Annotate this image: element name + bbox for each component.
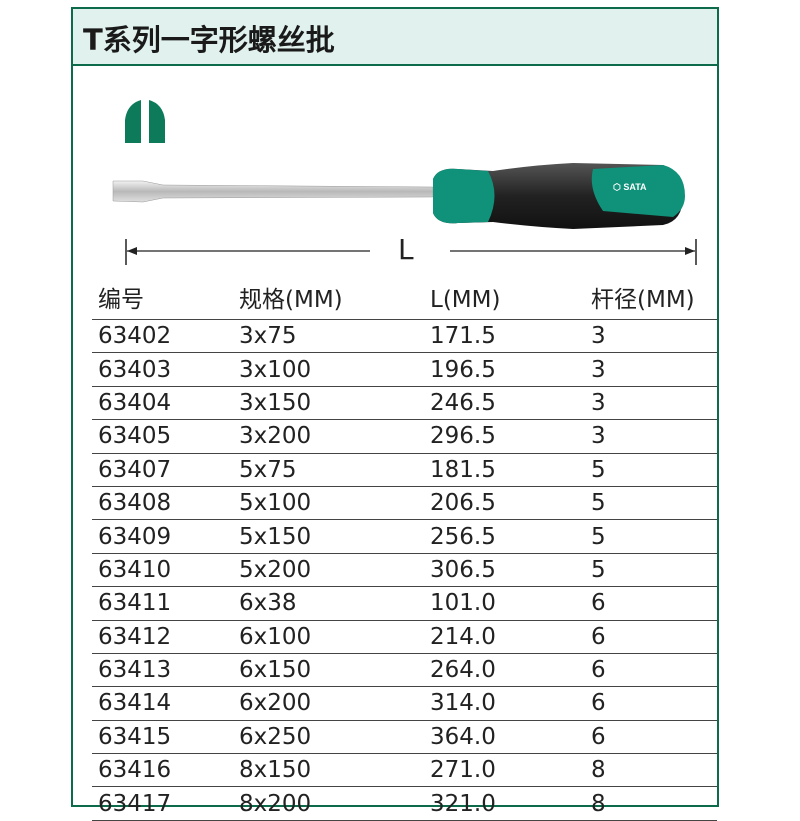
table-cell: 63411 <box>92 586 233 621</box>
table-row: 63402 3x75 171.5 3 <box>92 319 717 354</box>
table-row: 63417 8x200 321.0 8 <box>92 786 717 821</box>
table-cell: 3 <box>585 419 717 454</box>
length-dimension-line <box>125 239 697 265</box>
table-cell: 5x75 <box>233 453 424 487</box>
panel-header: T系列一字形螺丝批 <box>73 9 717 66</box>
table-row: 63407 5x75 181.5 5 <box>92 453 717 487</box>
table-cell: 206.5 <box>424 486 585 521</box>
table-cell: 5 <box>585 519 717 554</box>
table-cell: 5 <box>585 486 717 521</box>
table-cell: 296.5 <box>424 419 585 454</box>
table-row: 63412 6x100 214.0 6 <box>92 620 717 654</box>
table-cell: 264.0 <box>424 653 585 688</box>
table-cell: 63407 <box>92 453 233 487</box>
table-cell: 364.0 <box>424 720 585 755</box>
table-row: 63411 6x38 101.0 6 <box>92 586 717 621</box>
table-cell: 214.0 <box>424 620 585 654</box>
table-cell: 63409 <box>92 519 233 554</box>
table-cell: 101.0 <box>424 586 585 621</box>
table-cell: 63413 <box>92 653 233 688</box>
table-cell: 3x200 <box>233 419 424 454</box>
table-cell: 271.0 <box>424 753 585 788</box>
table-row: 63415 6x250 364.0 6 <box>92 720 717 755</box>
table-cell: 3x150 <box>233 386 424 421</box>
table-cell: 6x200 <box>233 686 424 721</box>
table-cell: 63415 <box>92 720 233 755</box>
table-cell: 63414 <box>92 686 233 721</box>
table-cell: 3 <box>585 352 717 387</box>
table-cell: 196.5 <box>424 352 585 387</box>
dimension-label: L <box>398 233 414 266</box>
table-cell: 3 <box>585 319 717 354</box>
table-cell: 63402 <box>92 319 233 354</box>
table-row: 63414 6x200 314.0 6 <box>92 686 717 721</box>
table-cell: 63404 <box>92 386 233 421</box>
table-cell: 8x150 <box>233 753 424 788</box>
table-row: 63409 5x150 256.5 5 <box>92 519 717 554</box>
table-cell: 63403 <box>92 352 233 387</box>
table-cell: 321.0 <box>424 786 585 821</box>
table-cell: 63416 <box>92 753 233 788</box>
table-cell: 6x100 <box>233 620 424 654</box>
table-cell: 6 <box>585 720 717 755</box>
table-row: 63410 5x200 306.5 5 <box>92 553 717 588</box>
table-row: 63408 5x100 206.5 5 <box>92 486 717 521</box>
column-header: 规格(MM) <box>233 281 424 320</box>
table-row: 63416 8x150 271.0 8 <box>92 753 717 788</box>
table-cell: 6x250 <box>233 720 424 755</box>
column-header: 编号 <box>92 281 233 320</box>
table-cell: 3x100 <box>233 352 424 387</box>
page-title: T系列一字形螺丝批 <box>83 23 335 57</box>
table-cell: 3x75 <box>233 319 424 354</box>
slotted-tip-icon <box>125 100 165 143</box>
column-header: L(MM) <box>424 281 585 320</box>
table-cell: 256.5 <box>424 519 585 554</box>
table-cell: 171.5 <box>424 319 585 354</box>
table-cell: 5x100 <box>233 486 424 521</box>
table-header-row: 编号 规格(MM) L(MM) 杆径(MM) <box>92 281 717 320</box>
table-cell: 63410 <box>92 553 233 588</box>
table-cell: 5 <box>585 553 717 588</box>
table-cell: 5 <box>585 453 717 487</box>
table-row: 63403 3x100 196.5 3 <box>92 352 717 387</box>
table-cell: 63417 <box>92 786 233 821</box>
table-cell: 246.5 <box>424 386 585 421</box>
screwdriver-image: ⬡ SATA <box>112 163 685 229</box>
table-cell: 5x150 <box>233 519 424 554</box>
brand-logo: ⬡ SATA <box>613 182 647 192</box>
table-cell: 306.5 <box>424 553 585 588</box>
spec-table: 编号 规格(MM) L(MM) 杆径(MM) 63402 3x75 171.5 3 63… <box>92 281 717 821</box>
table-cell: 6 <box>585 686 717 721</box>
table-cell: 8 <box>585 786 717 821</box>
table-row: 63405 3x200 296.5 3 <box>92 419 717 454</box>
table-cell: 3 <box>585 386 717 421</box>
table-cell: 181.5 <box>424 453 585 487</box>
table-cell: 6x38 <box>233 586 424 621</box>
table-cell: 6 <box>585 586 717 621</box>
table-row: 63404 3x150 246.5 3 <box>92 386 717 421</box>
table-cell: 63408 <box>92 486 233 521</box>
column-header: 杆径(MM) <box>585 281 717 320</box>
table-cell: 6x150 <box>233 653 424 688</box>
table-cell: 5x200 <box>233 553 424 588</box>
table-cell: 8 <box>585 753 717 788</box>
table-row: 63413 6x150 264.0 6 <box>92 653 717 688</box>
table-cell: 8x200 <box>233 786 424 821</box>
table-cell: 63405 <box>92 419 233 454</box>
table-cell: 63412 <box>92 620 233 654</box>
table-cell: 314.0 <box>424 686 585 721</box>
table-cell: 6 <box>585 620 717 654</box>
product-panel: T系列一字形螺丝批 ⬡ SATA L 编号 规格(MM) <box>71 7 719 821</box>
table-cell: 6 <box>585 653 717 688</box>
